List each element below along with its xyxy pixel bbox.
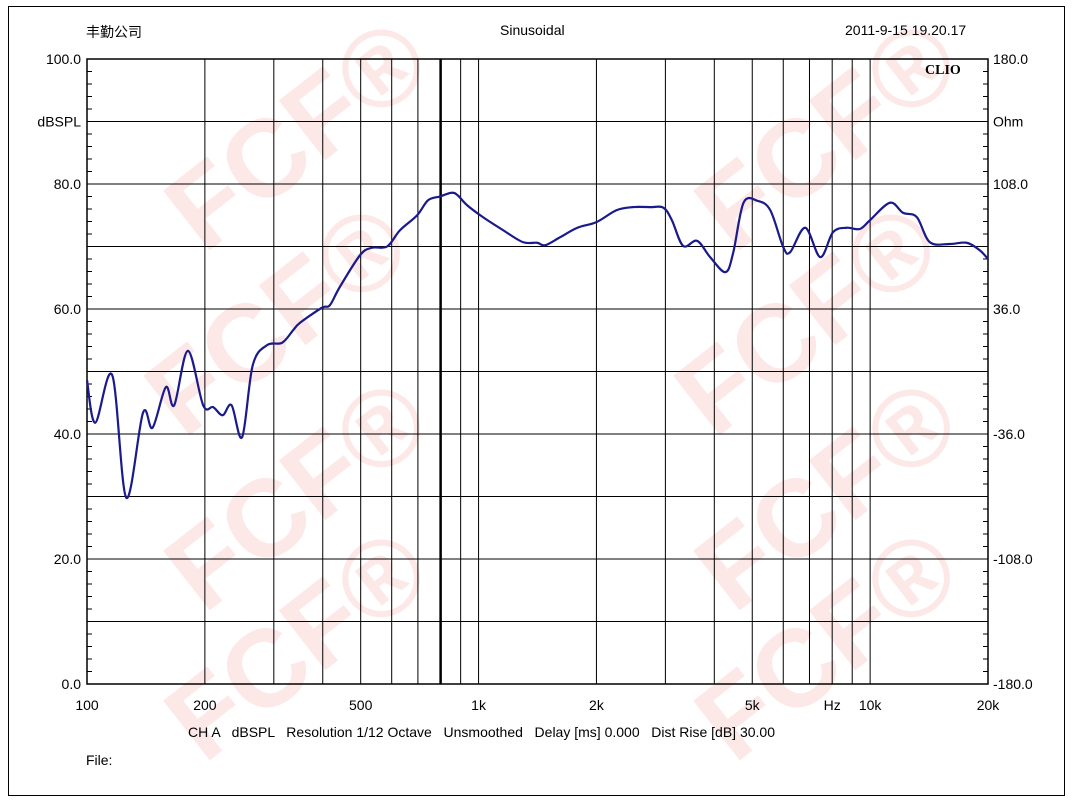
x-tick-label: Hz [824, 697, 841, 713]
spl-curve [85, 191, 989, 499]
y-tick-label: 80.0 [54, 176, 81, 192]
y2-tick-label: 36.0 [993, 301, 1020, 317]
x-tick-label: 10k [859, 697, 883, 713]
clio-logo: CLIO [925, 63, 961, 78]
y2-tick-label: -180.0 [993, 676, 1033, 692]
y2-tick-label: Ohm [993, 114, 1023, 130]
x-tick-label: 500 [349, 697, 373, 713]
timestamp: 2011-9-15 19.20.17 [845, 22, 967, 38]
x-tick-label: 5k [745, 697, 761, 713]
y-tick-label: 20.0 [54, 551, 81, 567]
x-tick-label: 1k [471, 697, 487, 713]
y2-tick-label: -36.0 [993, 426, 1025, 442]
y2-tick-label: -108.0 [993, 551, 1033, 567]
y2-tick-label: 180.0 [993, 51, 1028, 67]
x-tick-label: 2k [589, 697, 605, 713]
outer-frame [8, 6, 1065, 796]
y-tick-label: 60.0 [54, 301, 81, 317]
x-tick-label: 100 [75, 697, 99, 713]
y-tick-label: dBSPL [37, 114, 81, 130]
y2-tick-label: 108.0 [993, 176, 1028, 192]
plot-border [86, 58, 989, 685]
chart-title: Sinusoidal [500, 22, 565, 38]
file-label: File: [86, 752, 113, 768]
y-tick-label: 100.0 [46, 51, 81, 67]
measurement-settings: CH A dBSPL Resolution 1/12 Octave Unsmoo… [188, 724, 775, 740]
company-name: 丰勤公司 [86, 24, 142, 40]
y-tick-label: 0.0 [62, 676, 82, 692]
y-tick-label: 40.0 [54, 426, 81, 442]
x-tick-label: 20k [977, 697, 1001, 713]
x-tick-label: 200 [193, 697, 217, 713]
